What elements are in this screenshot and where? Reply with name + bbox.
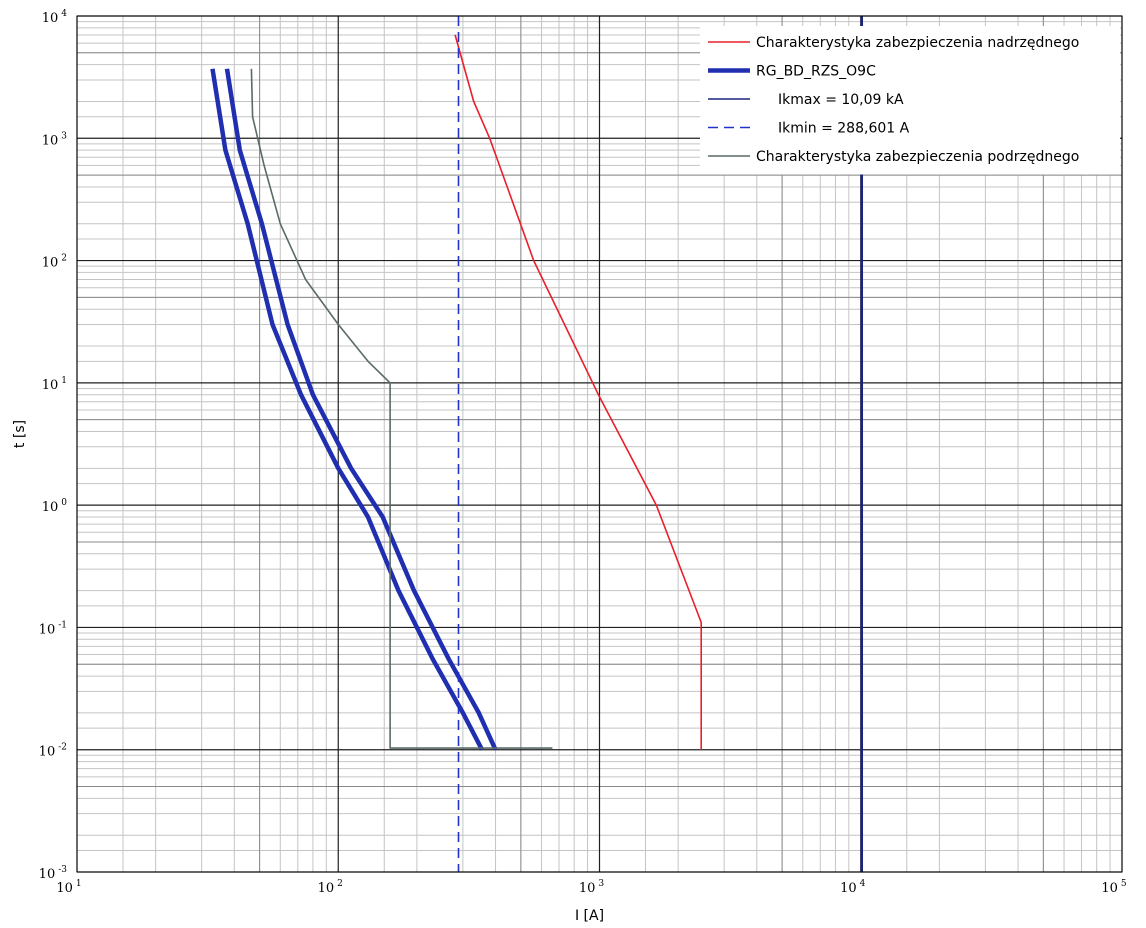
legend-label: Charakterystyka zabezpieczenia podrzędne… [756,149,1079,165]
legend: Charakterystyka zabezpieczenia nadrzędne… [700,26,1120,175]
x-axis-label: I [A] [575,908,604,924]
legend-label: RG_BD_RZS_O9C [756,64,876,80]
y-tick-label: 10 -1 [39,620,67,637]
x-tick-label: 10 2 [318,879,343,896]
y-tick-label: 10 4 [42,9,68,26]
legend-label: Ikmax = 10,09 kA [778,92,904,108]
series-line-0 [454,34,702,750]
series-layer [210,16,864,872]
tick-labels: 10 1 10 2 10 3 10 4 10 5 10 -3 10 -2 10 -1 10 0 10 1 10 2 10 3 1… [39,9,1127,896]
series-curve-1-0 [210,68,484,751]
y-tick-label: 10 -2 [39,743,67,760]
x-tick-label: 10 1 [56,879,81,896]
plot-frame [76,15,1123,873]
y-axis-label: t [s] [12,420,28,448]
grid [76,15,1123,873]
y-tick-label: 10 -3 [39,865,68,882]
x-tick-label: 10 4 [840,879,866,896]
legend-label: Ikmin = 288,601 A [778,121,910,137]
legend-label: Charakterystyka zabezpieczenia nadrzędne… [756,35,1079,51]
y-tick-label: 10 2 [42,254,67,271]
y-tick-label: 10 0 [42,498,68,515]
series-line-4 [250,68,553,749]
y-tick-label: 10 1 [42,376,67,393]
legend-box [700,26,1120,175]
x-tick-label: 10 5 [1101,879,1127,896]
series-curve-1-1 [224,68,498,751]
y-tick-label: 10 3 [42,131,68,148]
legend-items: Charakterystyka zabezpieczenia nadrzędne… [708,35,1079,165]
x-tick-label: 10 3 [579,879,605,896]
